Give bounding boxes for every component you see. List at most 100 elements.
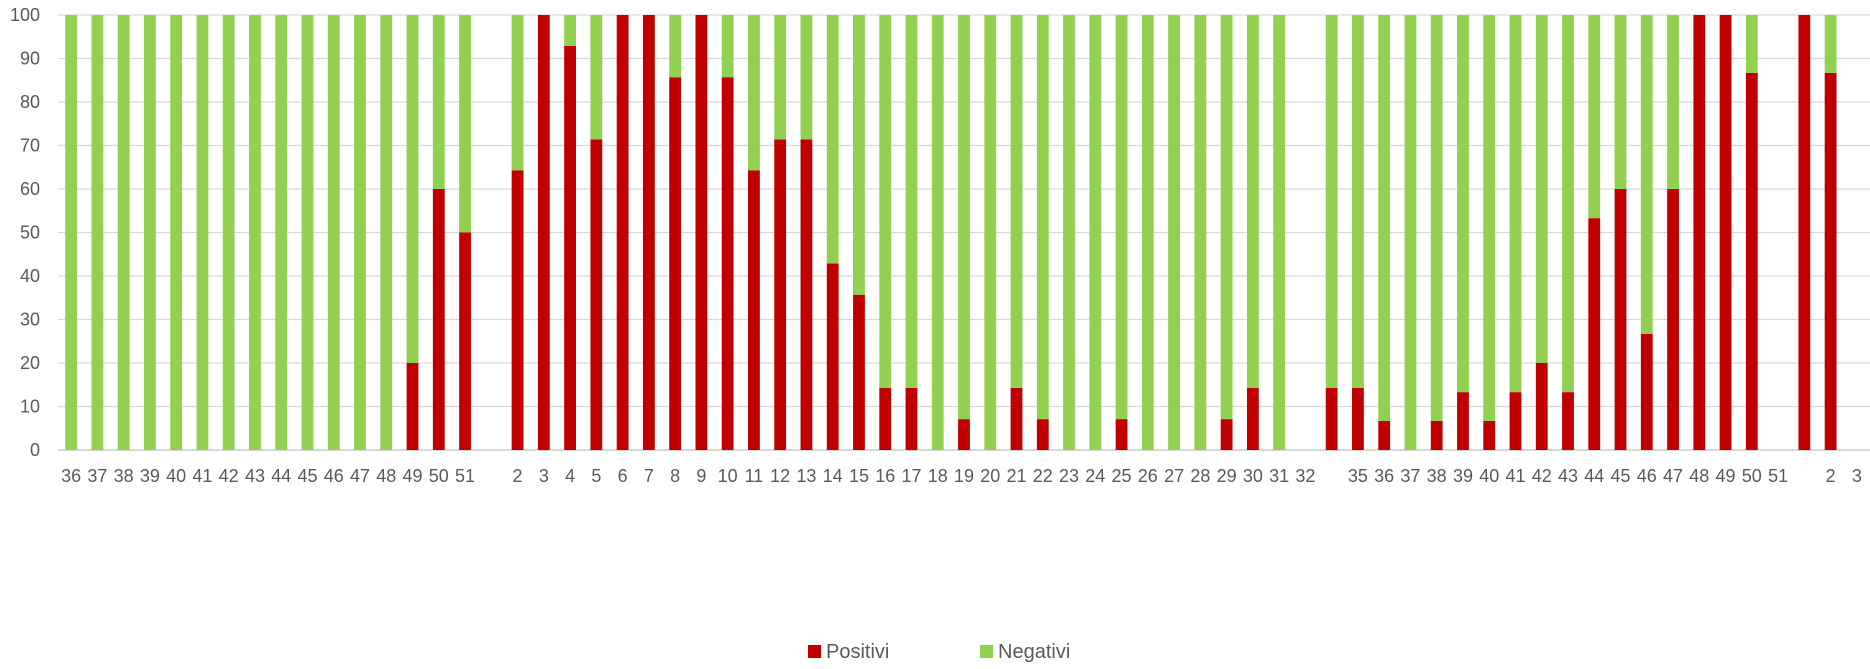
bar-positivi — [1588, 218, 1601, 450]
x-category-label: 8 — [670, 466, 680, 486]
y-tick-label: 80 — [20, 92, 40, 112]
x-category-label: 44 — [271, 466, 291, 486]
x-category-label: 45 — [1611, 466, 1631, 486]
bar-negativi — [853, 15, 865, 295]
bar-positivi — [459, 232, 471, 450]
x-category-label: 51 — [455, 466, 475, 486]
x-category-label: 29 — [1217, 466, 1237, 486]
x-category-label: 48 — [376, 466, 396, 486]
bar-negativi — [1273, 15, 1286, 450]
x-category-label: 4 — [565, 466, 575, 486]
x-category-label: 43 — [245, 466, 265, 486]
bar-negativi — [1352, 15, 1364, 388]
bar-negativi — [1483, 15, 1496, 421]
y-tick-label: 30 — [20, 310, 40, 330]
x-category-label: 18 — [928, 466, 948, 486]
bar-negativi — [1535, 15, 1548, 363]
x-category-label: 5 — [591, 466, 601, 486]
x-category-label: 16 — [875, 466, 895, 486]
bar-positivi — [642, 15, 655, 450]
bar-negativi — [380, 15, 393, 450]
bar-positivi — [406, 363, 419, 450]
x-category-label: 22 — [1033, 466, 1053, 486]
bar-positivi — [1614, 189, 1627, 450]
bar-negativi — [144, 15, 156, 450]
bar-positivi — [826, 263, 839, 450]
y-tick-label: 50 — [20, 223, 40, 243]
bar-positivi — [1325, 387, 1338, 450]
bar-negativi — [879, 15, 892, 388]
x-category-label: 2 — [1826, 466, 1836, 486]
x-axis-category-labels: 36 37 38 39 40 41 42 43 44 45 46 47 48 49 50 51 2 3 4 5 6 7 8 9… — [61, 466, 1862, 486]
x-category-label: 39 — [1453, 466, 1473, 486]
y-tick-label: 0 — [30, 440, 40, 460]
x-category-label: 14 — [823, 466, 843, 486]
x-category-label: 27 — [1164, 466, 1184, 486]
x-category-label: 38 — [1427, 466, 1447, 486]
bar-negativi — [564, 15, 576, 46]
bar-positivi — [853, 294, 865, 450]
x-category-label: 25 — [1112, 466, 1132, 486]
x-category-label: 31 — [1269, 466, 1289, 486]
legend-label-positivi: Positivi — [826, 641, 889, 663]
bar-negativi — [1220, 15, 1233, 420]
bar-positivi — [1667, 189, 1679, 450]
x-category-label: 32 — [1295, 466, 1315, 486]
bar-positivi — [1798, 15, 1811, 450]
bar-negativi — [1588, 15, 1601, 219]
bar-negativi — [432, 15, 445, 189]
bar-negativi — [1430, 15, 1443, 421]
x-category-label: 40 — [1479, 466, 1499, 486]
x-category-label: 40 — [166, 466, 186, 486]
bar-positivi — [1220, 419, 1233, 450]
bar-negativi — [1562, 15, 1574, 393]
x-category-label: 39 — [140, 466, 160, 486]
bar-positivi — [1719, 15, 1732, 450]
x-category-label: 21 — [1007, 466, 1027, 486]
bar-negativi — [222, 15, 235, 450]
x-category-label: 11 — [745, 466, 764, 486]
x-category-label: 12 — [770, 466, 790, 486]
bar-positivi — [1010, 387, 1023, 450]
x-category-label: 47 — [1663, 466, 1683, 486]
bar-positivi — [669, 77, 682, 450]
bar-positivi — [1745, 72, 1758, 450]
x-category-label: 44 — [1584, 466, 1604, 486]
bar-positivi — [958, 419, 970, 450]
bar-negativi — [1010, 15, 1023, 388]
bar-negativi — [1378, 15, 1391, 421]
bar-negativi — [669, 15, 682, 78]
x-category-label: 46 — [324, 466, 344, 486]
x-category-label: 41 — [1505, 466, 1525, 486]
bar-negativi — [511, 15, 524, 171]
bar-negativi — [459, 15, 471, 233]
bar-negativi — [65, 15, 78, 450]
x-category-label: 28 — [1190, 466, 1210, 486]
bar-positivi — [1483, 420, 1496, 450]
y-tick-label: 90 — [20, 49, 40, 69]
x-category-label: 42 — [1532, 466, 1552, 486]
bar-negativi — [354, 15, 366, 450]
x-category-label: 3 — [1852, 466, 1862, 486]
x-category-label: 42 — [219, 466, 239, 486]
bar-positivi — [721, 77, 734, 450]
x-category-label: 10 — [718, 466, 738, 486]
x-category-label: 24 — [1085, 466, 1105, 486]
bar-negativi — [590, 15, 603, 140]
x-category-label: 49 — [1716, 466, 1736, 486]
bar-negativi — [721, 15, 734, 78]
y-tick-label: 100 — [10, 5, 40, 25]
x-category-label: 2 — [513, 466, 523, 486]
bar-positivi — [511, 170, 524, 451]
bar-negativi — [275, 15, 288, 450]
x-category-label: 3 — [539, 466, 549, 486]
bar-positivi — [1115, 419, 1128, 450]
x-category-label: 46 — [1637, 466, 1657, 486]
bar-negativi — [327, 15, 340, 450]
bar-negativi — [406, 15, 419, 363]
bar-negativi — [774, 15, 787, 140]
bar-negativi — [1115, 15, 1128, 420]
bar-positivi — [748, 170, 760, 451]
x-category-label: 47 — [350, 466, 370, 486]
